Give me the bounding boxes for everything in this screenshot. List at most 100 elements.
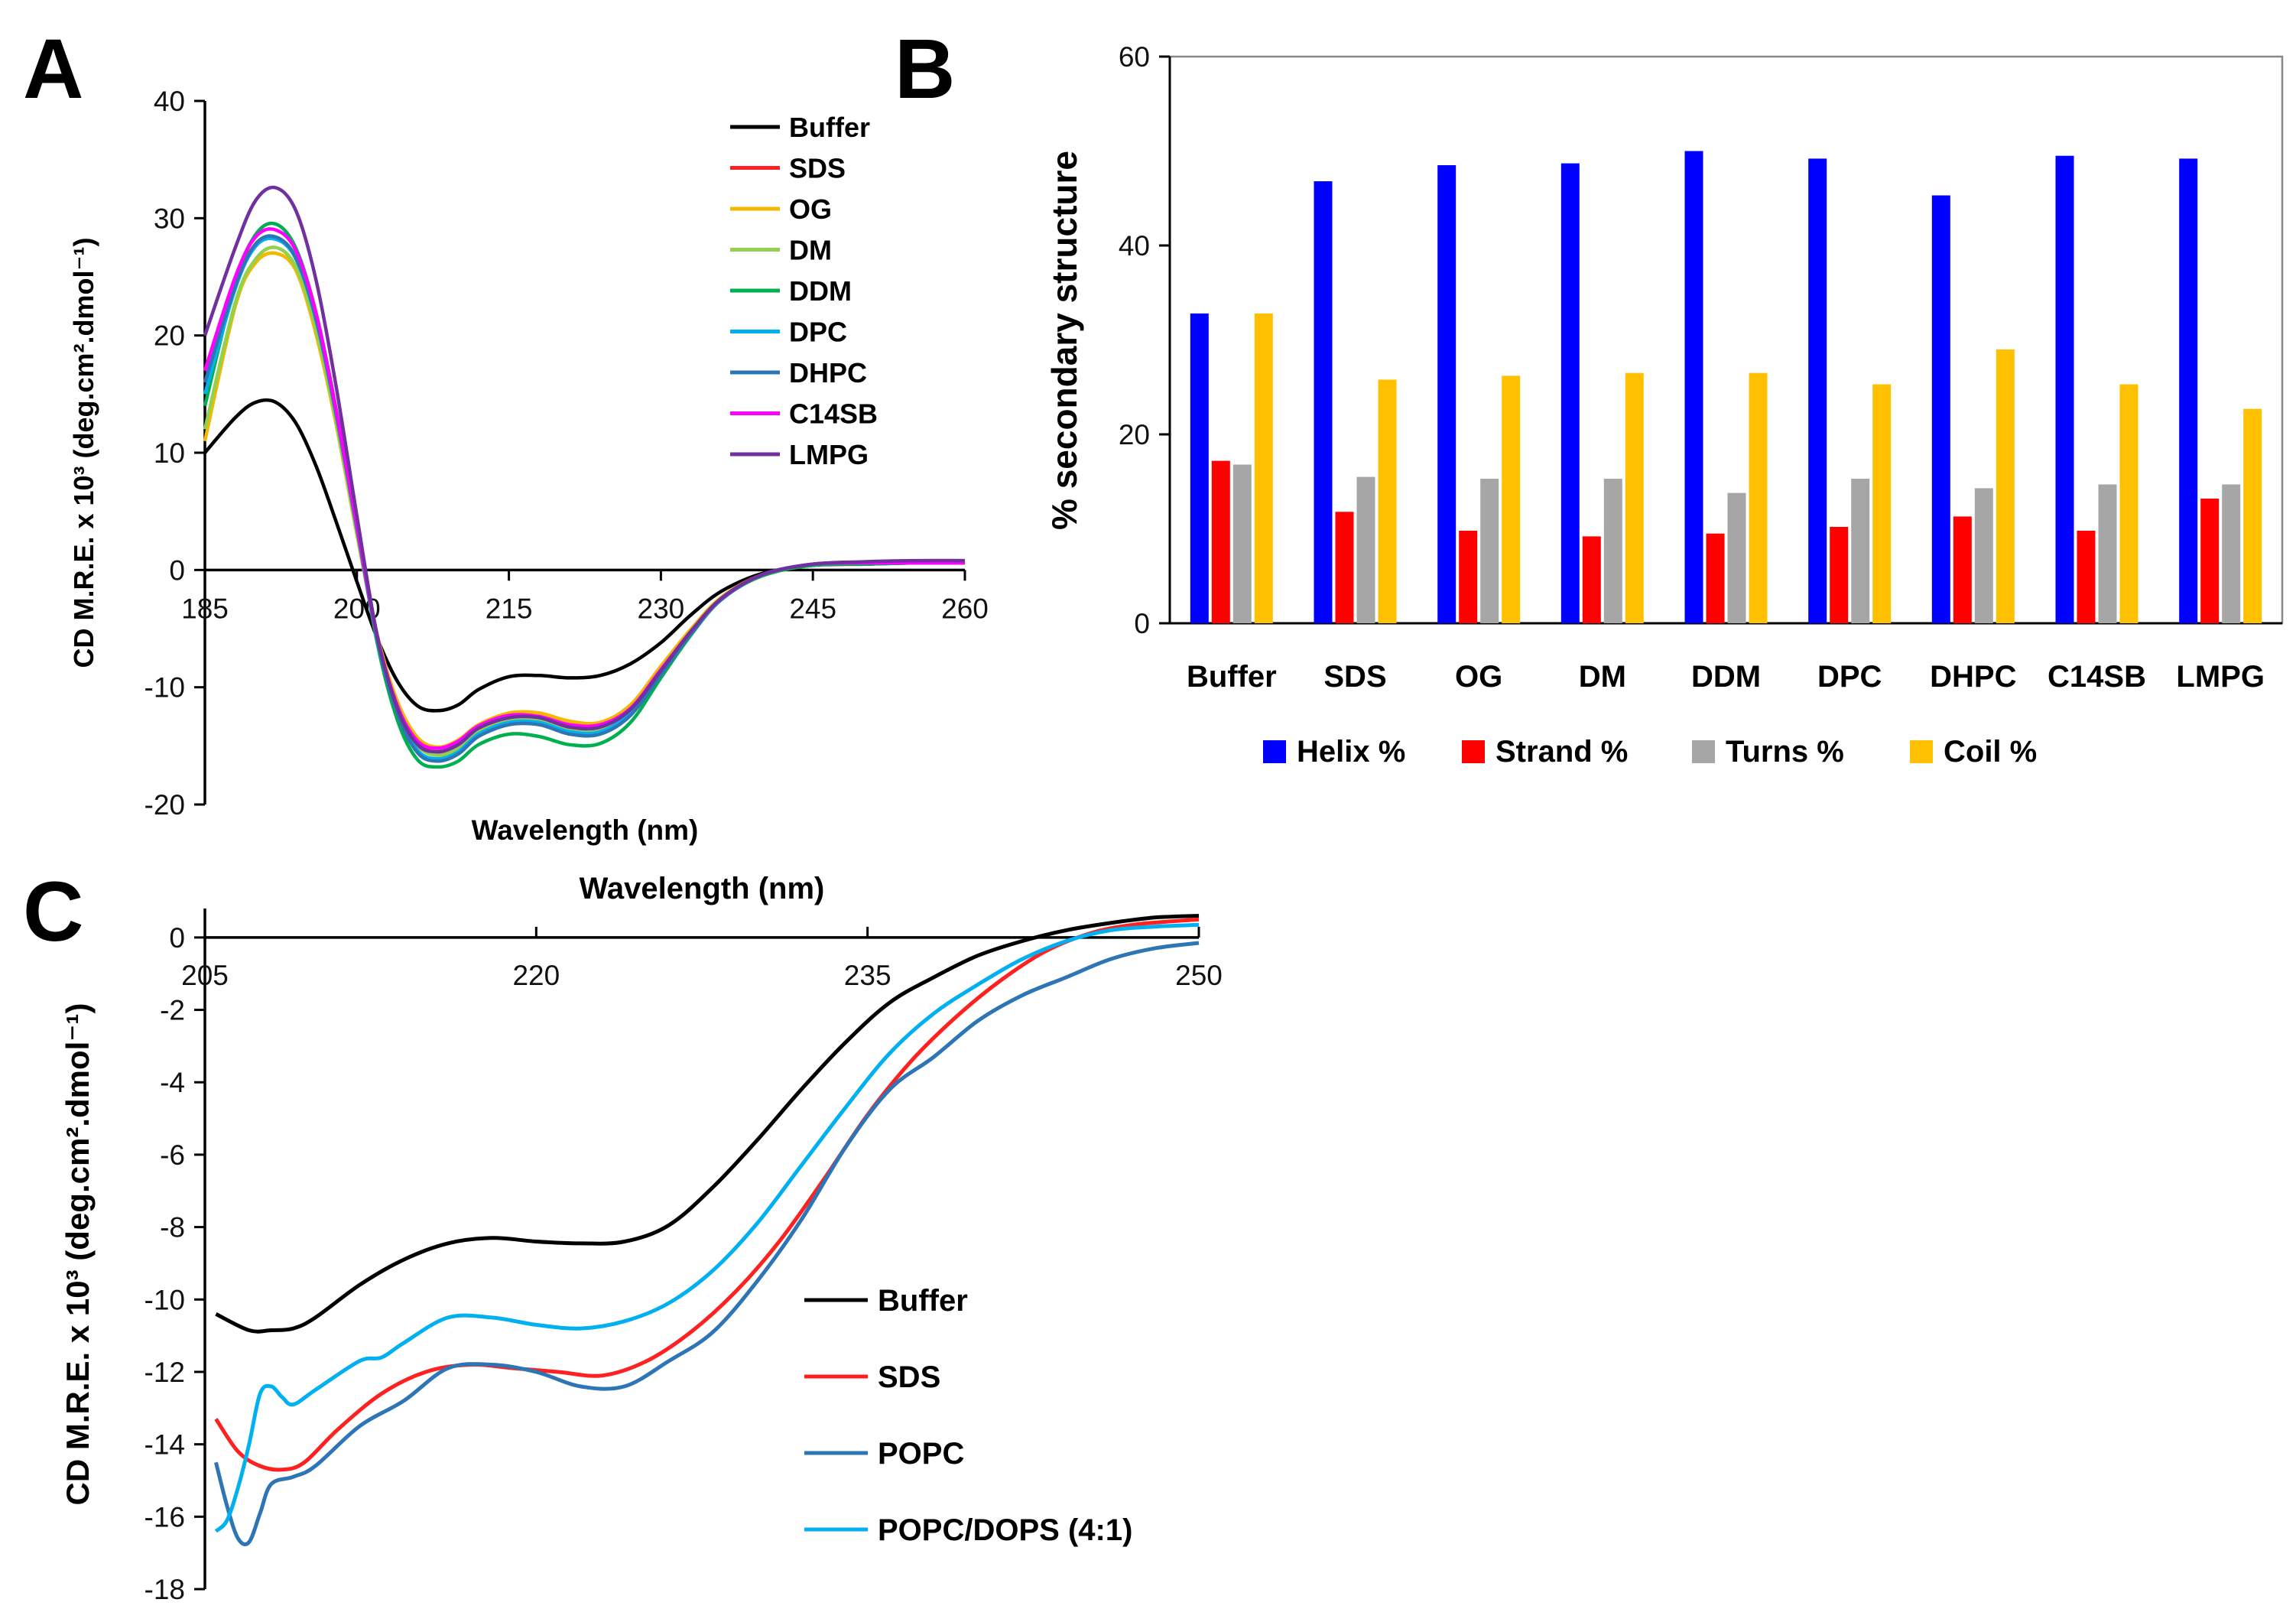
- series-line-popc: [213, 941, 1200, 1546]
- category-label: C14SB: [2048, 660, 2146, 694]
- bar-coil: [1749, 372, 1768, 623]
- x-tick-label: 245: [789, 593, 836, 624]
- category-label: DM: [1579, 660, 1626, 694]
- series-line-dhpc: [203, 234, 965, 763]
- bar-coil: [1378, 379, 1397, 623]
- y-tick-label: -4: [160, 1067, 185, 1098]
- bar-strand: [2077, 531, 2096, 623]
- legend-swatch: [1692, 740, 1715, 763]
- series-line-buffer: [215, 914, 1200, 1334]
- legend-label: POPC: [878, 1437, 964, 1471]
- y-tick-label: 20: [154, 320, 185, 352]
- category-label: SDS: [1323, 660, 1386, 694]
- bar-turns: [1974, 488, 1993, 623]
- legend-label: Coil %: [1944, 735, 2037, 769]
- legend-label: DM: [789, 235, 832, 266]
- y-tick-label: 40: [154, 86, 185, 117]
- legend-swatch: [1462, 740, 1485, 763]
- y-tick-label: 20: [1119, 419, 1150, 450]
- bar-helix: [1190, 313, 1209, 623]
- y-tick-label: -14: [145, 1429, 185, 1461]
- legend-label: LMPG: [789, 439, 869, 470]
- series-line-sds: [214, 917, 1200, 1472]
- x-axis-label: Wavelength (nm): [580, 872, 825, 905]
- panel-b-chart: 0 20 40 60 % secondary structure Buffer SDS OG D…: [1044, 41, 2284, 769]
- bar-helix: [1931, 195, 1950, 623]
- legend-label: DHPC: [789, 357, 867, 388]
- panel-label-a: A: [23, 22, 83, 116]
- panel-c-chart: -18 -16 -14 -12 -10 -8 -6 -4 -2 0 205 220 235 250 Wave…: [60, 872, 1223, 1605]
- bar-coil: [2119, 384, 2138, 623]
- bar-strand: [1830, 527, 1849, 623]
- y-axis-label: CD M.R.E. x 10³ (deg.cm².dmol⁻¹): [60, 1003, 96, 1506]
- bar-coil: [1502, 375, 1521, 623]
- x-tick-label: 220: [512, 960, 560, 991]
- bar-helix: [1314, 181, 1333, 623]
- series-line-popc-dops: [214, 922, 1200, 1533]
- bar-coil: [1996, 349, 2015, 623]
- category-label: OG: [1455, 660, 1502, 694]
- legend-swatch: [1263, 740, 1286, 763]
- bar-strand: [1706, 533, 1725, 623]
- legend-swatch: [1910, 740, 1933, 763]
- legend-label: Strand %: [1495, 735, 1628, 769]
- y-tick-label: -10: [145, 1284, 185, 1315]
- bar-coil: [1872, 384, 1892, 623]
- bar-helix: [2179, 158, 2198, 623]
- series-line-lmpg: [203, 185, 966, 754]
- x-axis-label: Wavelength (nm): [472, 814, 699, 846]
- y-axis-label: % secondary structure: [1044, 151, 1084, 530]
- y-tick-label: -10: [145, 672, 185, 704]
- y-tick-label: -20: [145, 789, 185, 821]
- legend-label: SDS: [789, 153, 846, 184]
- bar-turns: [1727, 492, 1746, 623]
- x-tick-label: 230: [638, 593, 685, 624]
- category-label: DPC: [1817, 660, 1882, 694]
- category-label: DDM: [1691, 660, 1761, 694]
- bar-coil: [1254, 313, 1273, 623]
- bar-helix: [1808, 158, 1827, 623]
- bar-strand: [1953, 516, 1972, 623]
- bar-helix: [1437, 165, 1457, 623]
- y-tick-label: -8: [160, 1212, 185, 1243]
- x-tick-label: 205: [181, 960, 229, 991]
- bar-helix: [1560, 163, 1580, 624]
- y-tick-label: 0: [169, 554, 185, 586]
- bar-coil: [2243, 408, 2262, 623]
- y-tick-label: 30: [154, 203, 185, 234]
- bar-strand: [2200, 499, 2220, 623]
- legend-label: DDM: [789, 275, 852, 307]
- bar-turns: [1480, 479, 1499, 623]
- y-tick-label: -16: [145, 1501, 185, 1533]
- y-tick-label: 40: [1119, 230, 1150, 262]
- bar-helix: [1684, 151, 1703, 623]
- bar-turns: [1356, 476, 1375, 623]
- bar-helix: [2055, 155, 2074, 623]
- y-tick-label: -2: [160, 995, 185, 1026]
- bar-strand: [1582, 536, 1601, 623]
- y-tick-label: 0: [169, 922, 185, 954]
- x-tick-label: 185: [181, 593, 229, 624]
- y-tick-label: -18: [145, 1574, 185, 1605]
- category-label: LMPG: [2176, 660, 2265, 694]
- legend-label: Turns %: [1726, 735, 1844, 769]
- x-tick-label: 215: [486, 593, 533, 624]
- series-line-dpc: [203, 236, 965, 761]
- bar-turns: [2098, 484, 2117, 623]
- x-tick-label: 260: [941, 593, 989, 624]
- bar-turns: [1603, 479, 1622, 623]
- y-tick-label: 60: [1119, 41, 1150, 73]
- category-label: DHPC: [1930, 660, 2016, 694]
- legend-label: DPC: [789, 317, 847, 348]
- bar-strand: [1335, 512, 1354, 623]
- legend-label: Buffer: [878, 1284, 968, 1318]
- category-label: Buffer: [1187, 660, 1277, 694]
- legend-label: SDS: [878, 1360, 940, 1394]
- y-axis-label: CD M.R.E. x 10³ (deg.cm².dmol⁻¹): [68, 237, 99, 668]
- series-line-c14sb: [203, 227, 965, 750]
- legend-label: Helix %: [1297, 735, 1405, 769]
- bar-turns: [1851, 479, 1870, 623]
- bar-turns: [2222, 484, 2241, 623]
- bar-turns: [1232, 464, 1252, 623]
